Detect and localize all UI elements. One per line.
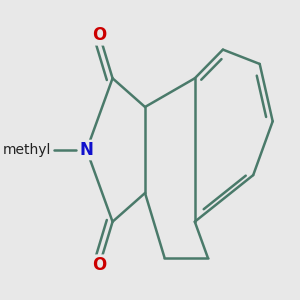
Text: O: O — [92, 256, 107, 274]
Text: N: N — [80, 141, 94, 159]
Text: O: O — [92, 26, 107, 44]
Text: methyl: methyl — [3, 143, 51, 157]
